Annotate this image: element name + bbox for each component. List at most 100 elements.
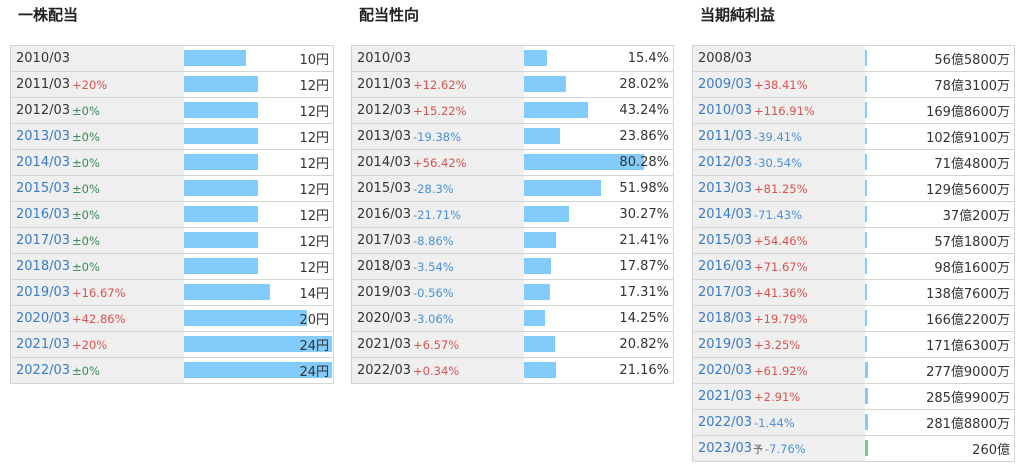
year-cell: 2021/03 +2.91% xyxy=(693,384,865,409)
year-label[interactable]: 2015/03 xyxy=(16,181,71,196)
change-label: -19.38% xyxy=(413,129,462,144)
value-bar xyxy=(524,180,602,196)
value-label: 78億3100万 xyxy=(934,79,1010,94)
year-label[interactable]: 2022/03 xyxy=(698,415,753,430)
change-label: +116.91% xyxy=(754,103,815,118)
change-label: +81.25% xyxy=(754,181,808,196)
change-label: ±0% xyxy=(72,233,100,248)
value-bar xyxy=(184,310,308,326)
value-label: 71億4800万 xyxy=(934,157,1010,172)
bar-cell xyxy=(524,332,673,357)
value-label: 57億1800万 xyxy=(934,235,1010,250)
year-cell: 2017/03 +41.36% xyxy=(693,280,865,305)
year-label[interactable]: 2021/03 xyxy=(16,337,71,352)
year-cell: 2014/03 -71.43% xyxy=(693,202,865,227)
year-label[interactable]: 2011/03 xyxy=(698,129,753,144)
value-bar xyxy=(184,362,332,378)
year-cell: 2019/03 -0.56% xyxy=(352,280,524,305)
year-label[interactable]: 2014/03 xyxy=(698,207,753,222)
bar-cell xyxy=(865,176,1014,201)
change-label: +38.41% xyxy=(754,77,808,92)
year-cell: 2008/03 xyxy=(693,46,865,71)
payout-row: 2019/03 -0.56% 17.31% xyxy=(352,280,673,306)
year-label[interactable]: 2016/03 xyxy=(698,259,753,274)
dividend-row: 2020/03 +42.86% 20円 xyxy=(11,306,333,332)
net-income-row: 2008/03 56億5800万 xyxy=(693,46,1014,72)
value-bar xyxy=(865,362,868,378)
value-bar xyxy=(865,336,867,352)
payout-table: 2010/03 15.4% 2011/03 +12.62% 28.02% 2012/03 +… xyxy=(351,45,674,384)
value-bar xyxy=(184,284,271,300)
year-label[interactable]: 2013/03 xyxy=(16,129,71,144)
change-label: +61.92% xyxy=(754,363,808,378)
year-label[interactable]: 2019/03 xyxy=(698,337,753,352)
year-label[interactable]: 2020/03 xyxy=(16,311,71,326)
year-label[interactable]: 2017/03 xyxy=(698,285,753,300)
bar-cell xyxy=(524,46,673,71)
dividend-row: 2015/03 ±0% 12円 xyxy=(11,176,333,202)
year-cell: 2015/03 +54.46% xyxy=(693,228,865,253)
year-cell: 2022/03 +0.34% xyxy=(352,358,524,383)
change-label: -28.3% xyxy=(413,181,454,196)
net-income-row: 2011/03 -39.41% 102億9100万 xyxy=(693,124,1014,150)
payout-row: 2014/03 +56.42% 80.28% xyxy=(352,150,673,176)
value-bar xyxy=(184,180,258,196)
year-cell: 2016/03 +71.67% xyxy=(693,254,865,279)
dividend-row: 2012/03 ±0% 12円 xyxy=(11,98,333,124)
net-income-row: 2021/03 +2.91% 285億9900万 xyxy=(693,384,1014,410)
bar-cell xyxy=(184,280,332,305)
year-label: 2014/03 xyxy=(357,155,412,170)
value-label: 20円 xyxy=(299,313,329,328)
year-label[interactable]: 2015/03 xyxy=(698,233,753,248)
year-label[interactable]: 2012/03 xyxy=(698,155,753,170)
payout-row: 2013/03 -19.38% 23.86% xyxy=(352,124,673,150)
change-label: +56.42% xyxy=(413,155,467,170)
value-bar xyxy=(184,50,246,66)
year-label[interactable]: 2018/03 xyxy=(698,311,753,326)
year-label[interactable]: 2014/03 xyxy=(16,155,71,170)
year-cell: 2017/03 -8.86% xyxy=(352,228,524,253)
year-label[interactable]: 2010/03 xyxy=(698,103,753,118)
year-label[interactable]: 2023/03 xyxy=(698,441,753,456)
bar-cell xyxy=(184,358,332,383)
value-bar xyxy=(524,284,550,300)
bar-cell xyxy=(865,306,1014,331)
value-label: 20.82% xyxy=(619,337,669,352)
change-label: ±0% xyxy=(72,103,100,118)
value-label: 102億9100万 xyxy=(926,131,1010,146)
year-label[interactable]: 2022/03 xyxy=(16,363,71,378)
net-income-row: 2018/03 +19.79% 166億2200万 xyxy=(693,306,1014,332)
year-label[interactable]: 2021/03 xyxy=(698,389,753,404)
value-label: 12円 xyxy=(299,131,329,146)
value-bar xyxy=(865,310,867,326)
year-label[interactable]: 2020/03 xyxy=(698,363,753,378)
bar-cell xyxy=(524,98,673,123)
year-label: 2021/03 xyxy=(357,337,412,352)
payout-row: 2022/03 +0.34% 21.16% xyxy=(352,358,673,384)
year-label: 2017/03 xyxy=(357,233,412,248)
value-bar xyxy=(184,258,258,274)
value-label: 12円 xyxy=(299,157,329,172)
value-bar xyxy=(865,180,867,196)
year-label[interactable]: 2017/03 xyxy=(16,233,71,248)
year-cell: 2020/03 +61.92% xyxy=(693,358,865,383)
year-cell: 2020/03 -3.06% xyxy=(352,306,524,331)
value-label: 12円 xyxy=(299,79,329,94)
value-bar xyxy=(524,154,644,170)
dividend-row: 2021/03 +20% 24円 xyxy=(11,332,333,358)
year-label[interactable]: 2019/03 xyxy=(16,285,71,300)
value-bar xyxy=(184,154,258,170)
year-cell: 2011/03 +12.62% xyxy=(352,72,524,97)
value-label: 277億9000万 xyxy=(926,365,1010,380)
year-label[interactable]: 2009/03 xyxy=(698,77,753,92)
year-cell: 2011/03 +20% xyxy=(11,72,184,97)
value-bar xyxy=(184,336,332,352)
year-label[interactable]: 2018/03 xyxy=(16,259,71,274)
year-label[interactable]: 2013/03 xyxy=(698,181,753,196)
year-label[interactable]: 2016/03 xyxy=(16,207,71,222)
bar-cell xyxy=(524,358,673,383)
value-label: 169億8600万 xyxy=(926,105,1010,120)
value-bar xyxy=(865,232,867,248)
forecast-mark: 予 xyxy=(753,445,764,456)
value-label: 14円 xyxy=(299,287,329,302)
